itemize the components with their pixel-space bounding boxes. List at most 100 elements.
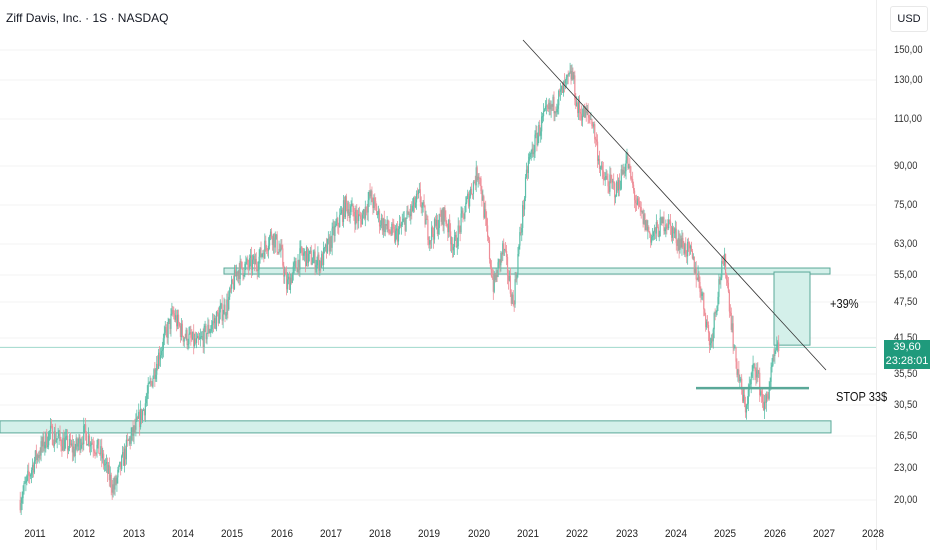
candle-body bbox=[694, 268, 696, 273]
candle-body bbox=[471, 193, 474, 195]
candle-body bbox=[684, 243, 686, 254]
candle-body bbox=[730, 312, 732, 330]
candle-body bbox=[294, 261, 296, 263]
candle-body bbox=[285, 272, 287, 275]
candle-body bbox=[309, 250, 311, 252]
candle-body bbox=[415, 193, 418, 203]
candle-body bbox=[241, 261, 243, 269]
candle-body bbox=[337, 218, 339, 226]
price-tick: 150,00 bbox=[894, 44, 923, 56]
candle-body bbox=[516, 274, 518, 280]
candle-body bbox=[472, 181, 474, 195]
candle-body bbox=[131, 427, 133, 435]
candle-body bbox=[179, 325, 182, 337]
candle-body bbox=[275, 234, 277, 238]
candle-body bbox=[362, 209, 365, 215]
candle-body bbox=[572, 71, 574, 80]
candle-body bbox=[24, 482, 26, 484]
candle-body bbox=[457, 225, 459, 247]
candle-body bbox=[698, 274, 700, 282]
candle-body bbox=[699, 281, 701, 292]
candle-body bbox=[717, 296, 719, 306]
candle-body bbox=[236, 271, 238, 276]
candle-body bbox=[21, 498, 23, 504]
candle-body bbox=[195, 338, 197, 343]
candle-body bbox=[340, 213, 342, 215]
candle-body bbox=[196, 336, 199, 339]
candle-body bbox=[682, 237, 684, 247]
candle-body bbox=[180, 323, 182, 337]
candle-body bbox=[710, 338, 712, 344]
time-tick: 2025 bbox=[714, 528, 737, 540]
candle-body bbox=[144, 403, 146, 416]
candle-body bbox=[145, 399, 147, 404]
candle-body bbox=[34, 450, 36, 461]
price-tick: 55,00 bbox=[894, 269, 918, 281]
candle-body bbox=[653, 227, 656, 232]
price-chart[interactable] bbox=[0, 0, 876, 550]
candle-body bbox=[526, 169, 529, 173]
candle-body bbox=[57, 435, 59, 439]
candle-body bbox=[482, 196, 484, 201]
candle-body bbox=[774, 350, 776, 357]
candle-body bbox=[632, 178, 634, 185]
candle-body bbox=[342, 200, 345, 222]
candle-body bbox=[208, 324, 210, 333]
candle-body bbox=[395, 230, 397, 242]
candle-body bbox=[380, 218, 383, 226]
candle-body bbox=[609, 174, 611, 192]
candle-body bbox=[639, 206, 641, 208]
candle-body bbox=[91, 442, 93, 445]
candle-body bbox=[439, 213, 441, 217]
candle-body bbox=[543, 109, 546, 112]
candle-body bbox=[640, 206, 642, 212]
price-axis[interactable] bbox=[876, 0, 932, 550]
candle-body bbox=[33, 460, 36, 473]
candle-body bbox=[675, 228, 677, 244]
candle-body bbox=[642, 210, 644, 224]
price-tick: 90,00 bbox=[894, 160, 918, 172]
time-tick: 2026 bbox=[763, 528, 786, 540]
candle-body bbox=[77, 443, 79, 447]
candle-body bbox=[547, 106, 549, 109]
candle-body bbox=[103, 464, 106, 466]
candle-body bbox=[623, 169, 625, 174]
candle-body bbox=[625, 160, 627, 172]
candle-body bbox=[770, 367, 772, 382]
candle-body bbox=[190, 332, 192, 338]
candle-body bbox=[268, 245, 270, 251]
candle-body bbox=[393, 226, 395, 229]
candle-body bbox=[721, 261, 723, 278]
candle-body bbox=[676, 243, 678, 246]
candle-body bbox=[537, 135, 539, 146]
candle-body bbox=[184, 337, 186, 339]
candle-body bbox=[485, 209, 487, 218]
candle-body bbox=[442, 208, 444, 226]
candle-body bbox=[375, 201, 377, 207]
candle-body bbox=[20, 503, 22, 511]
candle-body bbox=[672, 227, 675, 234]
candle-body bbox=[696, 279, 698, 281]
candle-body bbox=[655, 221, 657, 234]
candle-body bbox=[736, 361, 738, 375]
candle-body bbox=[760, 391, 762, 396]
candle-body bbox=[350, 206, 352, 213]
candle-body bbox=[509, 275, 511, 294]
candle-body bbox=[757, 369, 759, 374]
candle-body bbox=[404, 218, 406, 231]
candle-body bbox=[36, 454, 38, 461]
candle-body bbox=[636, 198, 639, 205]
candle-body bbox=[430, 240, 432, 241]
candle-body bbox=[81, 442, 83, 445]
candle-body bbox=[444, 207, 446, 218]
currency-button[interactable]: USD bbox=[890, 6, 928, 32]
candle-body bbox=[153, 369, 155, 379]
candle-body bbox=[240, 261, 242, 262]
candle-body bbox=[427, 219, 429, 240]
candle-body bbox=[258, 256, 260, 270]
candle-body bbox=[220, 303, 222, 308]
candle-body bbox=[440, 216, 442, 222]
candle-body bbox=[330, 236, 332, 248]
candle-body bbox=[617, 180, 620, 191]
candle-body bbox=[182, 336, 184, 342]
